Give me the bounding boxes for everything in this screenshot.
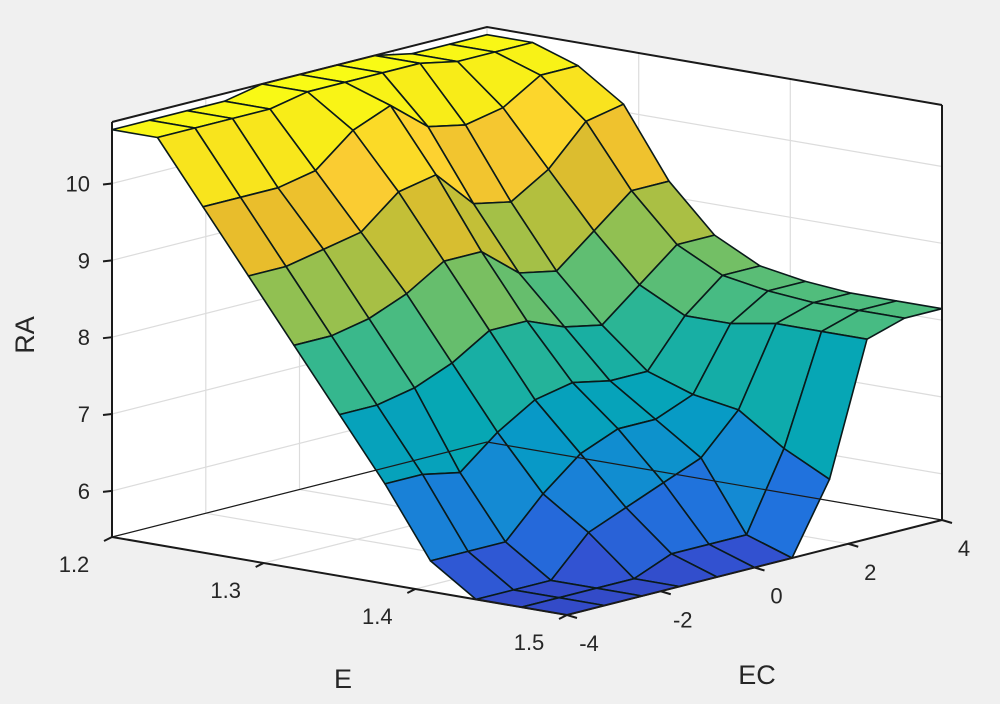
x-tick-label: 1.4: [362, 604, 393, 629]
z-tick-label: 7: [78, 402, 90, 427]
axis-ticks: 6 7 8 9 10 1.2 1.3 1.4 1.5 -4 -2 0 2 4: [59, 171, 970, 656]
y-tick-label: 0: [770, 584, 782, 609]
z-tick-label: 8: [78, 325, 90, 350]
z-tick-label: 9: [78, 248, 90, 273]
x-axis-label: E: [334, 664, 352, 694]
y-tick-label: 2: [864, 560, 876, 585]
z-tick-label: 10: [66, 171, 90, 196]
x-tick-label: 1.2: [59, 552, 90, 577]
y-tick-label: -2: [673, 607, 693, 632]
y-axis-label: EC: [738, 660, 776, 690]
y-tick-label: -4: [579, 631, 599, 656]
surface-mesh: [111, 33, 943, 616]
y-tick-label: 4: [958, 536, 970, 561]
x-tick-label: 1.3: [210, 578, 241, 603]
z-tick-label: 6: [78, 479, 90, 504]
x-tick-label: 1.5: [514, 630, 545, 655]
z-axis-label: RA: [10, 316, 40, 354]
